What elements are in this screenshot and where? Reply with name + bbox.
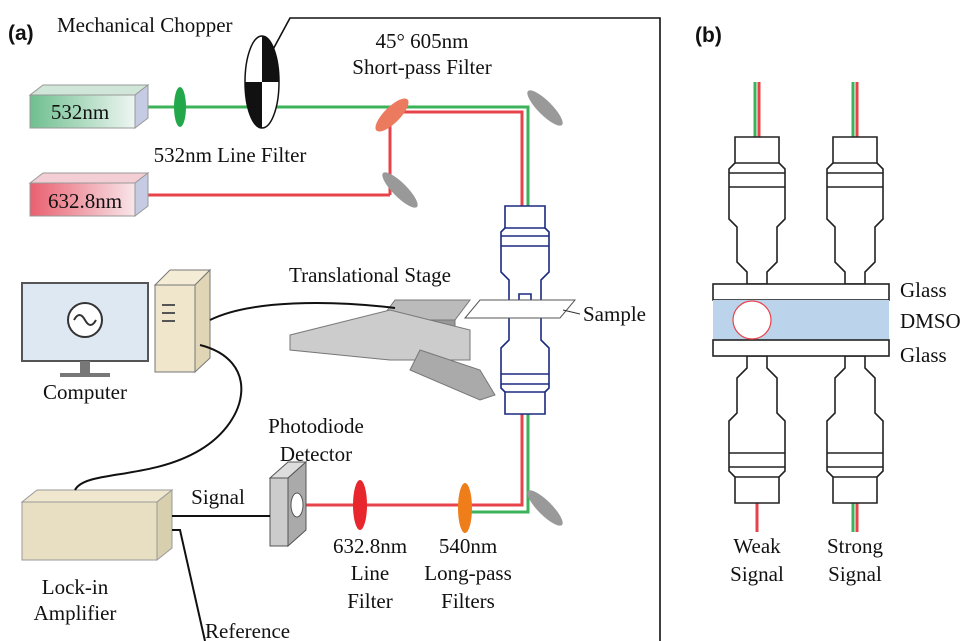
photodiode: [270, 462, 306, 546]
label: DMSO: [900, 309, 961, 333]
label: 45° 605nm: [376, 29, 469, 53]
objective: [827, 356, 883, 503]
short-pass-filter: [371, 94, 413, 136]
label: Amplifier: [34, 601, 117, 625]
objective: [827, 137, 883, 284]
mirror: [523, 486, 567, 530]
label: 540nm: [439, 534, 497, 558]
label: Signal: [828, 562, 882, 586]
label: Short-pass Filter: [352, 55, 491, 79]
red-filter: [353, 480, 367, 530]
panel-label: (b): [695, 24, 722, 47]
panel-label: (a): [8, 22, 34, 45]
label: Translational Stage: [289, 263, 451, 287]
label: Lock-in: [42, 575, 109, 599]
objective: [729, 356, 785, 503]
label: Computer: [43, 380, 127, 404]
mirror: [378, 168, 422, 212]
label: 532nm Line Filter: [154, 143, 307, 167]
sample: [465, 300, 575, 318]
green-filter: [174, 87, 186, 127]
label: 632.8nm: [48, 189, 122, 213]
lock-in-amplifier: [22, 490, 172, 560]
computer: [22, 270, 210, 377]
mirror: [523, 86, 567, 130]
diagram: (a) Mechanical Chopper 45° 605nm Short-p…: [0, 0, 974, 641]
chopper: [245, 36, 279, 128]
label: 632.8nm: [333, 534, 407, 558]
label: Glass: [900, 278, 947, 302]
label: Detector: [280, 442, 352, 466]
label: Filter: [347, 589, 393, 613]
objective: [729, 137, 785, 284]
label: Signal: [730, 562, 784, 586]
label: Photodiode: [268, 414, 364, 438]
label: Strong: [827, 534, 884, 558]
label: Reference: [205, 619, 290, 641]
label: Glass: [900, 343, 947, 367]
label: Weak: [733, 534, 781, 558]
label: Filters: [441, 589, 495, 613]
label: Sample: [583, 302, 646, 326]
bubble: [733, 301, 771, 339]
label: 532nm: [51, 100, 109, 124]
label: Long-pass: [424, 561, 512, 585]
label: Line: [351, 561, 389, 585]
long-pass-filter: [458, 483, 472, 533]
label: Signal: [191, 485, 245, 509]
stage: [290, 300, 495, 400]
label: Mechanical Chopper: [57, 13, 233, 37]
glass: [713, 340, 889, 356]
glass: [713, 284, 889, 300]
